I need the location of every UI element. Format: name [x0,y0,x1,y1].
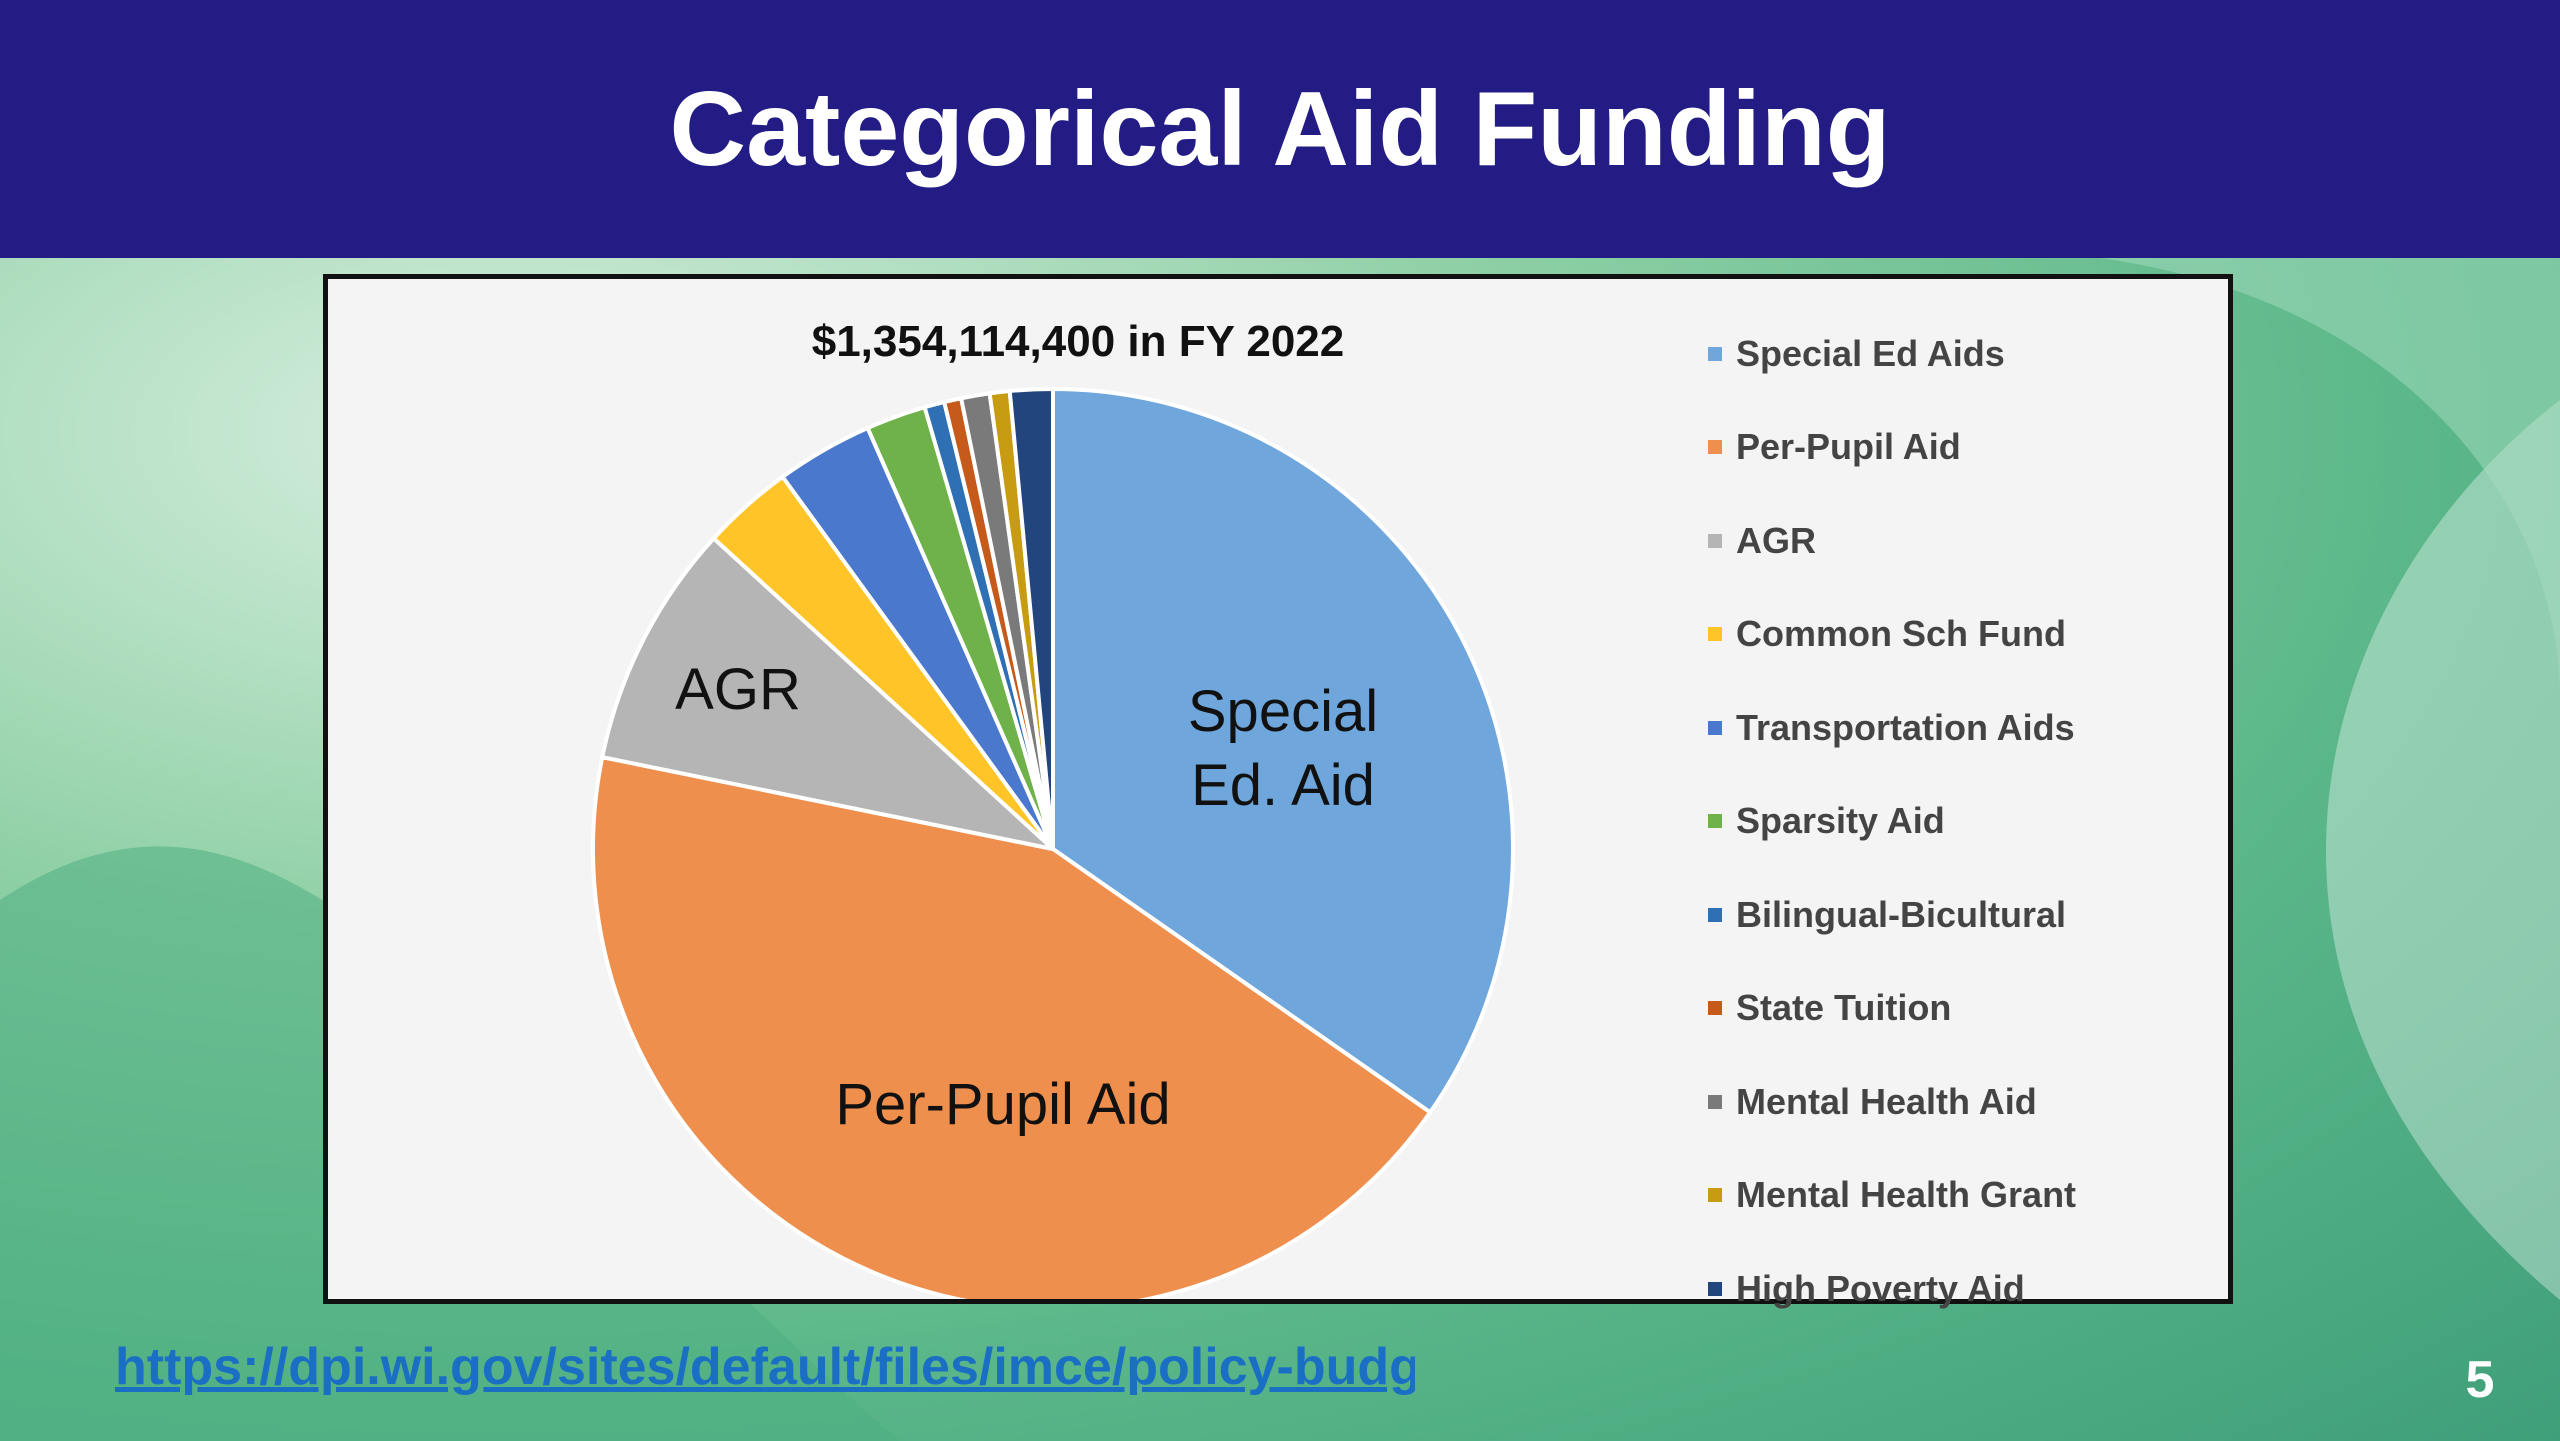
legend-swatch [1708,346,1722,361]
legend-swatch [1708,1094,1722,1109]
legend-label: Bilingual-Bicultural [1736,893,2067,935]
legend-item-high-poverty-aid: High Poverty Aid [1708,1242,2208,1336]
pie-slice-special-ed-aids [1051,386,1516,1116]
legend-swatch [1708,814,1722,829]
legend-label: Common Sch Fund [1736,613,2066,655]
page-number: 5 [2465,1351,2495,1409]
legend-label: Mental Health Aid [1736,1080,2037,1122]
legend-label: AGR [1736,519,1816,561]
pie-slice-high-poverty-aid [1007,386,1055,850]
pie-slice-per-pupil-aid [591,754,1433,1299]
legend-item-sparsity-aid: Sparsity Aid [1708,775,2208,869]
legend-item-common-sch-fund: Common Sch Fund [1708,588,2208,682]
legend-item-mental-health-aid: Mental Health Aid [1708,1055,2208,1149]
pie-label-special-ed-aids: Special Ed. Aid [1188,679,1378,818]
pie-label-agr: AGR [675,657,801,722]
legend-swatch [1708,440,1722,455]
legend-label: Transportation Aids [1736,706,2075,748]
slide-title: Categorical Aid Funding [669,69,1891,188]
legend-swatch [1708,1001,1722,1016]
legend-swatch [1708,907,1722,922]
legend-label: Per-Pupil Aid [1736,426,1961,468]
pie-slice-agr [599,535,1060,853]
legend-swatch [1708,1188,1722,1203]
legend-item-special-ed-aids: Special Ed Aids [1708,307,2208,401]
legend-item-per-pupil-aid: Per-Pupil Aid [1708,401,2208,495]
pie-chart: Special Ed. Aid Per-Pupil Aid AGR [591,386,1516,1299]
legend-label: Mental Health Grant [1736,1174,2077,1216]
slide-header: Categorical Aid Funding [0,0,2560,258]
legend-label: Special Ed Aids [1736,332,2005,374]
legend-item-agr: AGR [1708,494,2208,588]
legend-swatch [1708,533,1722,548]
legend-label: State Tuition [1736,987,1952,1029]
legend-item-bilingual-bicultural: Bilingual-Bicultural [1708,868,2208,962]
legend-swatch [1708,1281,1722,1296]
legend-item-state-tuition: State Tuition [1708,962,2208,1056]
chart-legend: Special Ed Aids Per-Pupil Aid AGR Common Sc… [1708,307,2208,1336]
pie-chart-panel: $1,354,114,400 in FY 2022 Special Ed. Aid… [323,274,2233,1309]
pie-label-per-pupil-aid: Per-Pupil Aid [835,1072,1170,1137]
chart-title: $1,354,114,400 in FY 2022 [811,317,1345,366]
legend-label: High Poverty Aid [1736,1267,2025,1309]
legend-item-transportation-aids: Transportation Aids [1708,681,2208,775]
legend-swatch [1708,627,1722,642]
legend-swatch [1708,720,1722,735]
source-link[interactable]: https://dpi.wi.gov/sites/default/files/i… [115,1338,1415,1396]
legend-label: Sparsity Aid [1736,800,1945,842]
legend-item-mental-health-grant: Mental Health Grant [1708,1149,2208,1243]
